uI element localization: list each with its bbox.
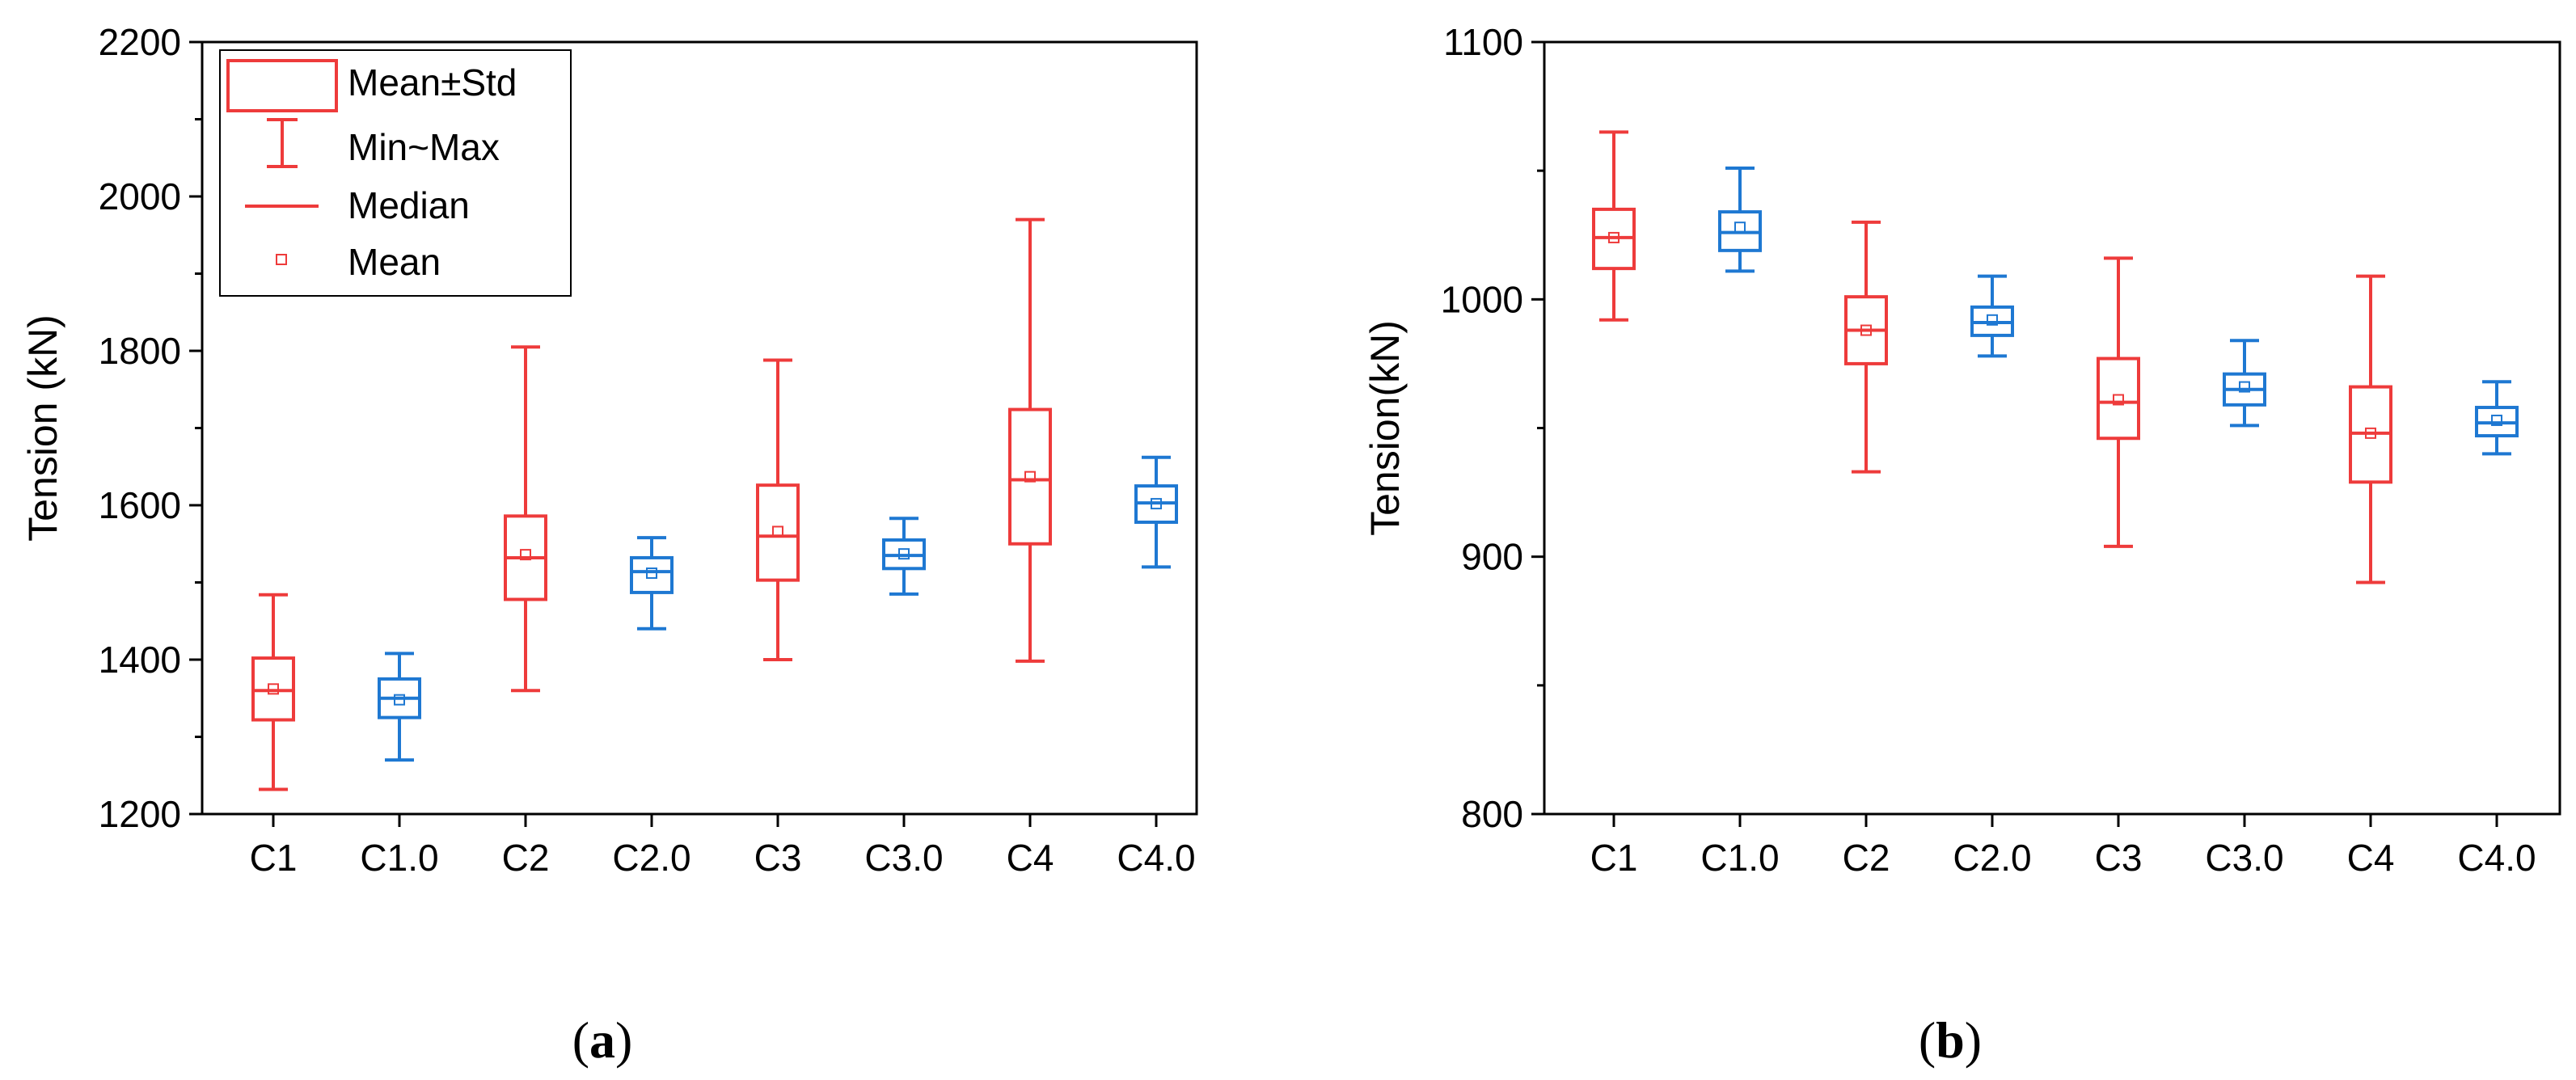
x-tick-label: C3	[754, 837, 802, 879]
box-C4	[1008, 217, 1052, 663]
mean-marker	[1608, 231, 1620, 243]
legend-entry-label: Min~Max	[348, 126, 500, 168]
box-C1	[251, 593, 295, 791]
std-box	[756, 483, 800, 582]
x-tick-label: C4.0	[1117, 837, 1195, 879]
legend: Mean±Std Min~Max Median Mean	[219, 49, 572, 297]
mean-marker	[898, 548, 910, 560]
x-tick-label: C4.0	[2457, 837, 2536, 879]
box-C2.0	[1970, 274, 2014, 358]
box-C4	[2349, 274, 2392, 584]
y-tick-label: 1200	[99, 793, 181, 835]
x-tick-label: C1	[250, 837, 298, 879]
box-C3.0	[2223, 339, 2266, 428]
x-tick-label: C3.0	[864, 837, 943, 879]
legend-entry-label: Mean±Std	[348, 61, 517, 103]
box-C2	[504, 345, 547, 693]
x-tick-label: C1.0	[1700, 837, 1779, 879]
panel-label: (b)	[1919, 1011, 1982, 1069]
panel-label: (a)	[572, 1011, 633, 1069]
y-tick-label: 1800	[99, 330, 181, 372]
mean-marker	[1734, 221, 1746, 234]
box-C3.0	[882, 517, 926, 596]
box-C1.0	[378, 652, 421, 762]
x-tick-label: C2.0	[1953, 837, 2031, 879]
mean-marker	[394, 694, 405, 706]
x-tick-label: C4	[1007, 837, 1054, 879]
x-tick-label: C3.0	[2205, 837, 2283, 879]
legend-mean-marker	[276, 254, 287, 265]
mean-marker	[1860, 324, 1872, 336]
y-tick-label: 1100	[1443, 21, 1523, 63]
y-tick-label: 900	[1461, 536, 1523, 578]
x-tick-label: C2.0	[612, 837, 690, 879]
plot-frame	[1543, 40, 2561, 816]
y-tick-label: 800	[1461, 793, 1523, 835]
box-C3	[756, 358, 800, 661]
mean-marker	[520, 549, 531, 561]
x-tick-label: C1.0	[360, 837, 438, 879]
x-tick-label: C4	[2347, 837, 2395, 879]
y-tick-label: 2200	[99, 21, 181, 63]
legend-entry-label: Mean	[348, 241, 441, 283]
y-tick-label: 1600	[99, 484, 181, 526]
x-tick-label: C1	[1590, 837, 1638, 879]
box-C1	[1592, 130, 1636, 322]
y-axis-label: Tension (kN)	[20, 314, 65, 542]
mean-marker	[1987, 314, 1998, 326]
mean-marker	[2239, 381, 2250, 393]
x-tick-label: C3	[2095, 837, 2143, 879]
mean-marker	[646, 567, 657, 580]
box-C3	[2097, 256, 2140, 548]
box-C4.0	[1134, 455, 1178, 569]
y-tick-label: 1400	[99, 639, 181, 681]
mean-marker	[268, 683, 279, 695]
box-C1.0	[1718, 166, 1762, 273]
mean-marker	[2113, 394, 2124, 406]
legend-box-symbol	[226, 59, 338, 112]
y-tick-label: 1000	[1441, 278, 1523, 320]
mean-marker	[1024, 470, 1036, 483]
std-box	[1008, 407, 1052, 546]
box-C2.0	[630, 536, 674, 631]
box-C4.0	[2475, 380, 2519, 456]
box-C2	[1844, 220, 1888, 474]
legend-entry-label: Median	[348, 184, 470, 226]
mean-marker	[2491, 414, 2502, 426]
y-tick-label: 2000	[99, 175, 181, 217]
chart-panel-a: 1200 1400 1600 1800 2000 2200 Tension (kN) C1 C1…	[20, 21, 1198, 1069]
std-box	[630, 555, 674, 594]
mean-marker	[1151, 498, 1162, 510]
chart-panel-b: 800 900 1000 1100 Tension(kN) C1 C1.0 C2 C2.0 C3 C…	[1362, 21, 2561, 1069]
std-box	[2097, 356, 2140, 441]
x-tick-label: C2	[1843, 837, 1890, 879]
y-axis-label: Tension(kN)	[1362, 320, 1408, 536]
mean-marker	[2365, 427, 2376, 439]
x-tick-label: C2	[502, 837, 550, 879]
mean-marker	[772, 525, 783, 538]
